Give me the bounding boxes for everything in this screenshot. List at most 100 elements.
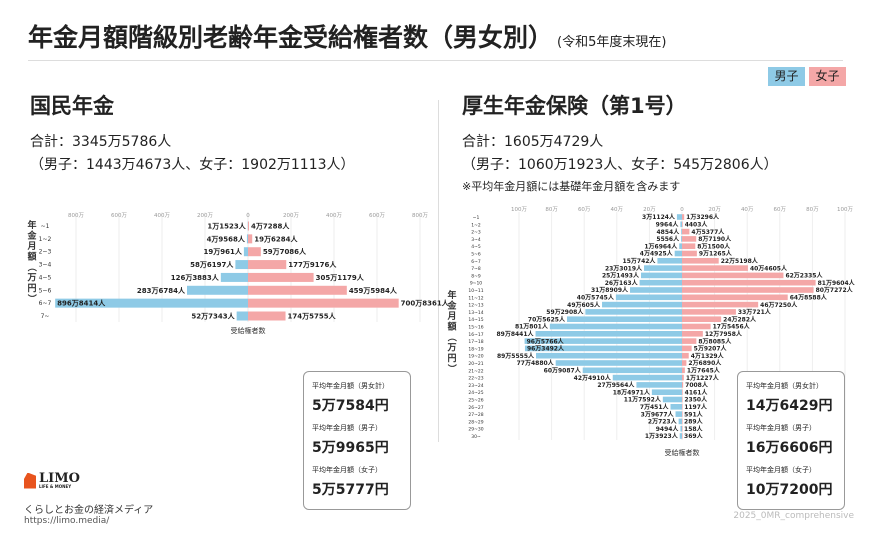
right-breakdown: （男子：1060万1923人、女子：545万2806人） bbox=[462, 157, 778, 173]
male-bar bbox=[636, 382, 682, 388]
category-label: 21~22 bbox=[468, 368, 483, 374]
male-bar bbox=[675, 411, 682, 417]
page-title: 年金月額階級別老齢年金受給権者数（男女別） (令和5年度末現在) bbox=[28, 18, 666, 54]
category-label: 19~20 bbox=[468, 354, 483, 360]
category-label: 8~9 bbox=[471, 273, 481, 279]
female-data-label: 700万8361人 bbox=[401, 299, 450, 308]
category-label: 6~7 bbox=[39, 300, 52, 307]
category-label: 5~6 bbox=[471, 252, 481, 258]
male-data-label: 126万3883人 bbox=[171, 273, 220, 282]
female-bar bbox=[682, 279, 816, 286]
header-divider bbox=[28, 60, 843, 61]
legend-male: 男子 bbox=[768, 67, 805, 86]
female-bar bbox=[682, 382, 684, 388]
female-data-label: 8万1500人 bbox=[697, 242, 731, 250]
female-bar bbox=[248, 298, 399, 308]
category-label: 1~2 bbox=[39, 236, 52, 243]
male-data-label: 5556人 bbox=[656, 235, 680, 243]
male-data-label: 89万5555人 bbox=[497, 352, 535, 360]
female-bar bbox=[682, 374, 684, 381]
category-label: 4~5 bbox=[39, 274, 52, 281]
avg-value: 5万9965円 bbox=[312, 440, 389, 456]
female-data-label: 4万1329人 bbox=[691, 352, 725, 360]
category-label: 24~25 bbox=[468, 390, 483, 396]
male-data-label: 3万9677人 bbox=[641, 410, 675, 418]
male-bar bbox=[555, 360, 682, 366]
y-axis-title-char: 年 bbox=[447, 289, 456, 301]
category-label: 12~13 bbox=[468, 303, 483, 309]
male-bar bbox=[524, 345, 682, 352]
female-data-label: 2350人 bbox=[684, 396, 708, 404]
female-bar bbox=[248, 311, 286, 321]
male-bar bbox=[679, 433, 682, 439]
male-data-label: 11万7592人 bbox=[624, 396, 662, 404]
y-axis-title-char: 金 bbox=[26, 230, 37, 242]
male-data-label: 77万4880人 bbox=[517, 359, 555, 367]
male-data-label: 7万451人 bbox=[640, 403, 670, 411]
female-bar bbox=[682, 418, 683, 425]
male-bar bbox=[674, 250, 682, 257]
category-label: 7~8 bbox=[471, 266, 481, 272]
female-data-label: 46万7250人 bbox=[760, 301, 798, 309]
male-data-label: 1万1523人 bbox=[207, 222, 246, 231]
male-bar bbox=[680, 425, 682, 432]
y-axis-title-char: 円 bbox=[447, 353, 456, 364]
female-bar bbox=[682, 389, 683, 395]
male-data-label: 896万8414人 bbox=[57, 299, 106, 308]
category-label: 17~18 bbox=[468, 339, 483, 345]
male-data-label: 58万6197人 bbox=[190, 260, 234, 269]
male-bar bbox=[524, 338, 682, 344]
avg-value: 5万5777円 bbox=[312, 482, 389, 498]
category-label: 22~23 bbox=[468, 376, 483, 382]
male-data-label: 283万6784人 bbox=[137, 286, 186, 295]
tick-label: 800万 bbox=[412, 212, 428, 219]
avg-value: 14万6429円 bbox=[746, 398, 833, 414]
male-bar bbox=[55, 298, 248, 308]
female-data-label: 4403人 bbox=[685, 220, 709, 228]
male-data-label: 52万7343人 bbox=[191, 312, 235, 321]
female-bar bbox=[682, 243, 696, 249]
tick-label: 400万 bbox=[326, 212, 342, 219]
category-label: 28~29 bbox=[468, 419, 483, 425]
tick-label: 80万 bbox=[806, 206, 819, 213]
female-data-label: 1万1227人 bbox=[686, 374, 720, 382]
male-data-label: 59万2908人 bbox=[546, 308, 584, 316]
avg-label: 平均年金月額（女子） bbox=[312, 466, 382, 474]
site-url[interactable]: https://limo.media/ bbox=[24, 516, 110, 526]
tick-label: 40万 bbox=[741, 206, 754, 213]
category-label: 3~4 bbox=[39, 262, 52, 269]
female-data-label: 5万9207人 bbox=[694, 345, 728, 353]
male-bar bbox=[670, 404, 682, 410]
male-data-label: 2万723人 bbox=[648, 418, 678, 426]
male-data-label: 19万961人 bbox=[204, 247, 243, 256]
category-label: ~1 bbox=[41, 223, 50, 230]
y-axis-title-char: 月 bbox=[446, 311, 456, 322]
left-average-box: 平均年金月額（男女計） 5万7584円 平均年金月額（男子） 5万9965円 平… bbox=[303, 371, 411, 510]
category-label: 2~3 bbox=[471, 230, 481, 236]
female-data-label: 8万8085人 bbox=[698, 337, 732, 345]
male-data-label: 23万3019人 bbox=[605, 264, 643, 272]
male-bar bbox=[220, 272, 248, 282]
female-data-label: 7008人 bbox=[685, 381, 709, 389]
left-total: 合計：3345万5786人 bbox=[30, 134, 172, 150]
female-bar bbox=[248, 285, 347, 295]
female-data-label: 1197人 bbox=[684, 403, 708, 411]
male-bar bbox=[681, 228, 682, 235]
female-data-label: 177万9176人 bbox=[288, 260, 337, 269]
male-data-label: 4万4925人 bbox=[640, 250, 674, 258]
male-bar bbox=[535, 331, 682, 337]
male-bar bbox=[582, 367, 682, 374]
tick-label: 200万 bbox=[197, 212, 213, 219]
y-axis-title-char: 年 bbox=[27, 219, 36, 231]
y-axis-title-char: 円 bbox=[27, 283, 36, 294]
female-data-label: 22万5198人 bbox=[721, 257, 759, 265]
avg-value: 10万7200円 bbox=[746, 482, 833, 498]
female-data-label: 289人 bbox=[684, 418, 704, 426]
female-data-label: 2万6890人 bbox=[688, 359, 722, 367]
avg-value: 16万6606円 bbox=[746, 440, 833, 456]
category-label: 29~30 bbox=[468, 427, 483, 433]
female-bar bbox=[682, 228, 690, 235]
female-data-label: 81万9604人 bbox=[818, 279, 856, 287]
female-bar bbox=[682, 331, 703, 337]
